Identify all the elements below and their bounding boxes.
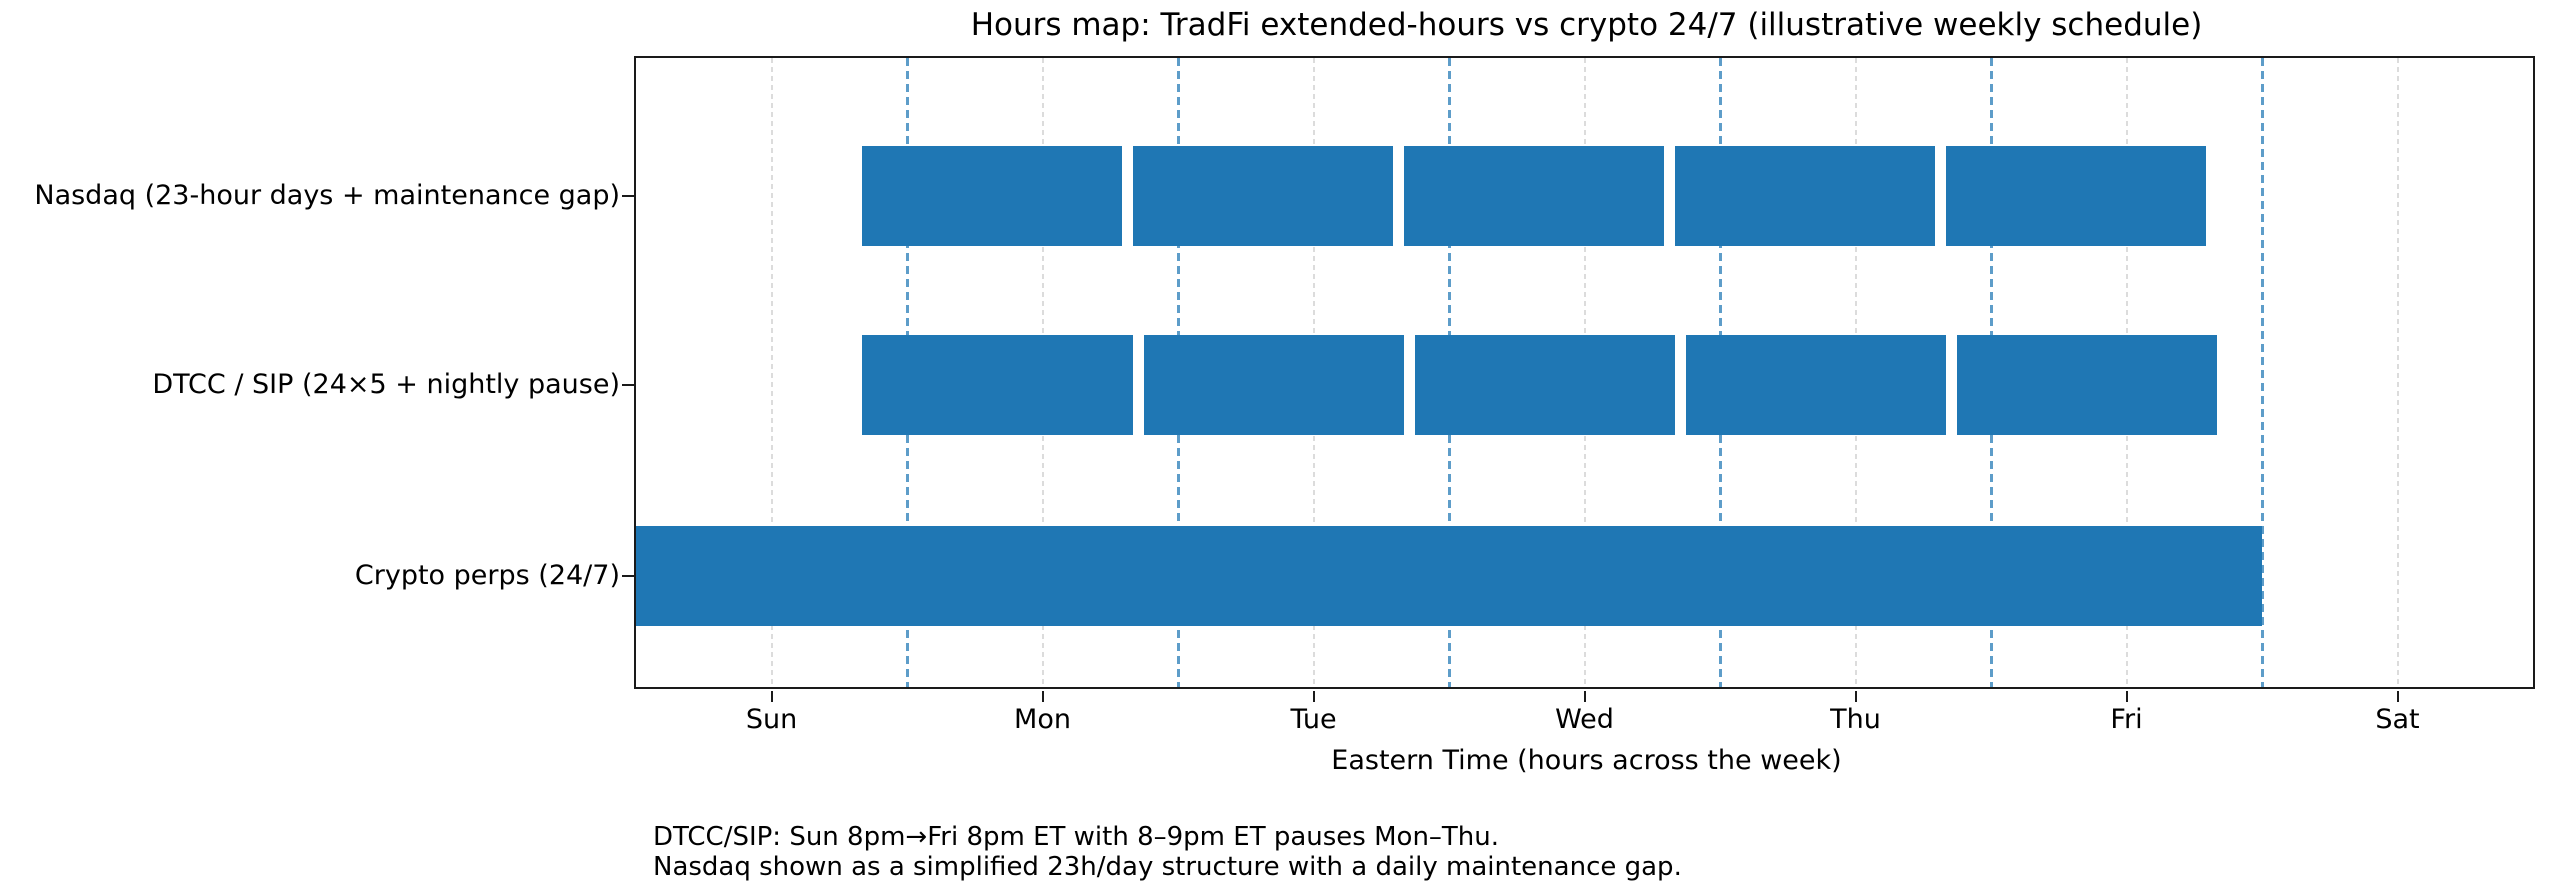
y-tick-label: DTCC / SIP (24×5 + nightly pause) [152,369,620,400]
noon-gridline [2396,58,2399,687]
footnote-line: Nasdaq shown as a simplified 23h/day str… [653,852,1682,882]
x-axis-tick [2396,691,2399,702]
noon-gridline [770,58,773,687]
schedule-bar [1945,146,2206,246]
x-tick-label: Wed [1555,704,1614,735]
y-tick-label: Crypto perps (24/7) [354,560,620,591]
schedule-bar [861,335,1133,435]
schedule-bar [861,146,1122,246]
x-axis-tick [1854,691,1857,702]
schedule-bar [1686,335,1946,435]
x-axis-tick [770,691,773,702]
y-axis-tick [622,195,634,197]
y-axis-tick [622,384,634,386]
y-tick-label: Nasdaq (23-hour days + maintenance gap) [34,180,620,211]
x-tick-label: Fri [2110,704,2143,735]
schedule-bar [1415,335,1675,435]
x-tick-label: Sat [2375,704,2420,735]
plot-area [634,56,2535,689]
x-tick-label: Sun [745,704,798,735]
schedule-bar [636,526,2262,626]
x-axis-tick [1041,691,1044,702]
chart-title: Hours map: TradFi extended-hours vs cryp… [970,7,2203,43]
x-tick-label: Mon [1014,704,1071,735]
schedule-bar [1674,146,1935,246]
x-axis-label: Eastern Time (hours across the week) [1331,745,1842,776]
x-tick-label: Thu [1830,704,1881,735]
schedule-bar [1144,335,1404,435]
schedule-bar [1403,146,1664,246]
schedule-bar [1957,335,2217,435]
x-axis-tick [1583,691,1586,702]
x-axis-tick [1312,691,1315,702]
x-tick-label: Tue [1290,704,1337,735]
x-axis-tick [2125,691,2128,702]
footnote-line: DTCC/SIP: Sun 8pm→Fri 8pm ET with 8–9pm … [653,822,1500,852]
footnotes: DTCC/SIP: Sun 8pm→Fri 8pm ET with 8–9pm … [653,822,1682,882]
midnight-boundary-line [2261,58,2264,687]
y-axis-tick [622,575,634,577]
schedule-bar [1132,146,1393,246]
